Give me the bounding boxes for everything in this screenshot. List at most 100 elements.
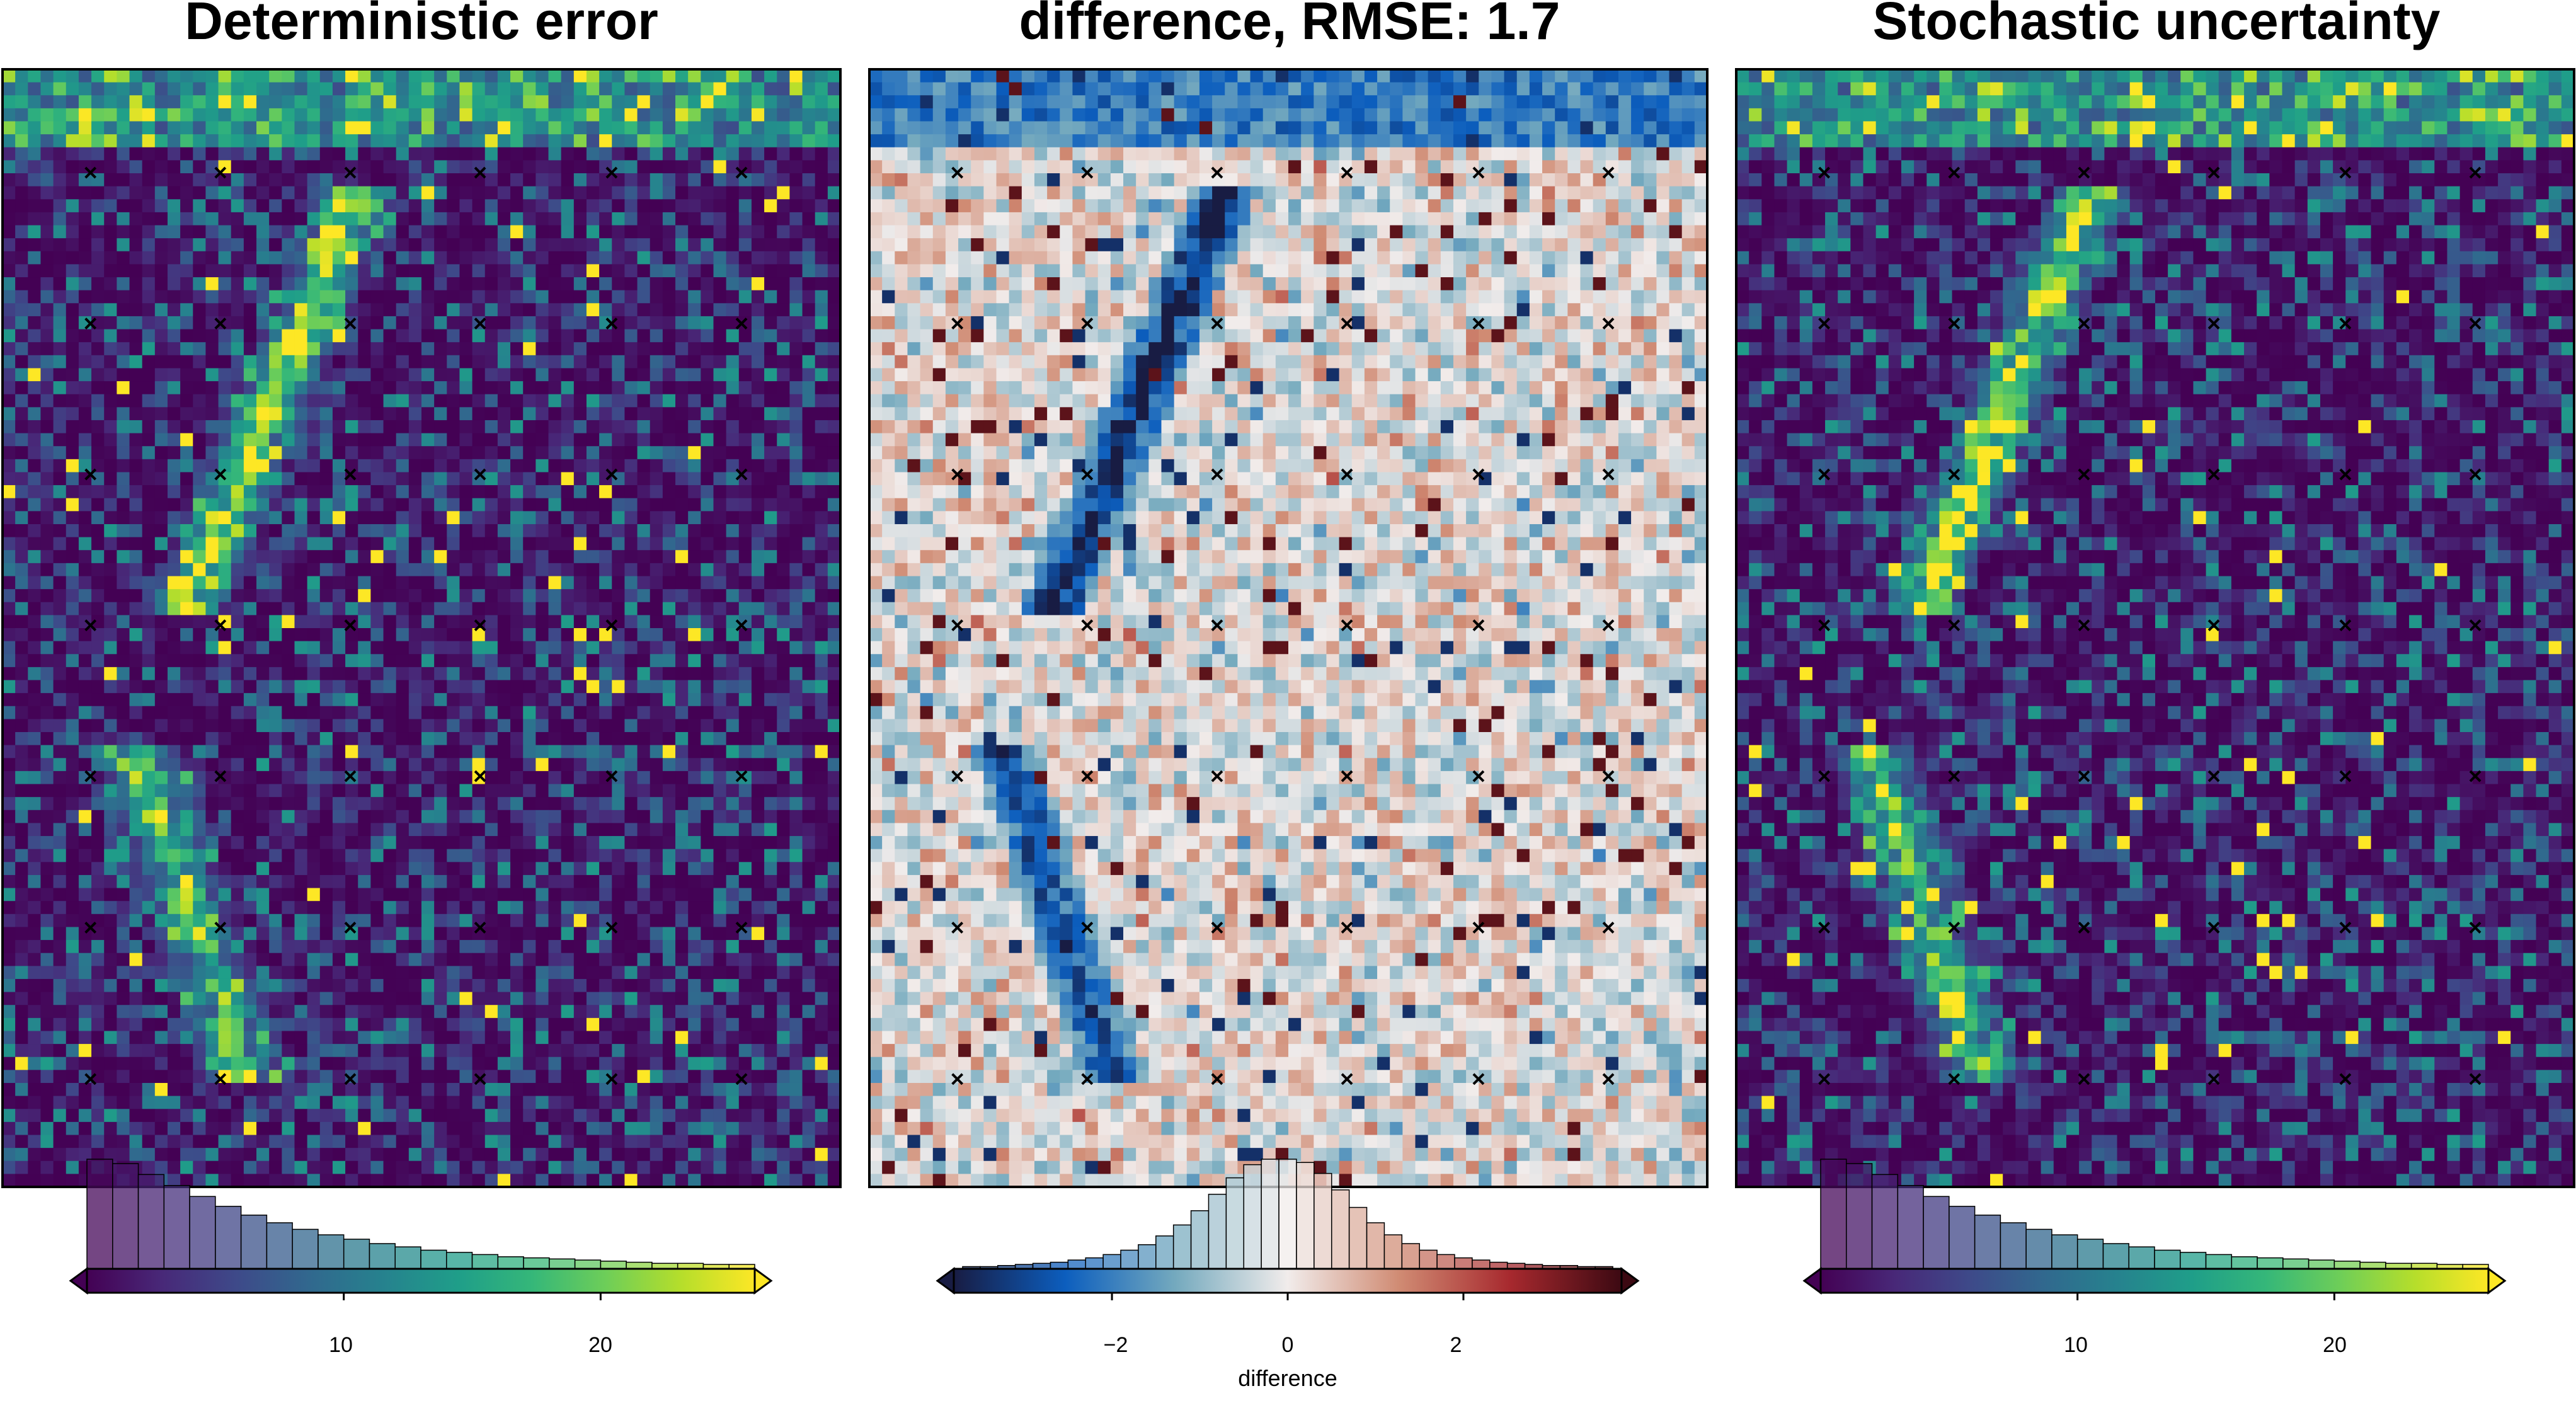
heatmap-cell: [307, 368, 321, 382]
heatmap-cell: [701, 589, 714, 603]
heatmap-cell: [408, 641, 422, 655]
heatmap-cell: [510, 134, 524, 148]
heatmap-cell: [408, 706, 422, 719]
heatmap-cell: [573, 874, 587, 889]
heatmap-cell: [764, 602, 777, 616]
heatmap-cell: [561, 160, 575, 174]
heatmap-cell: [78, 550, 92, 564]
heatmap-cell: [91, 277, 105, 291]
heatmap-cell: [459, 485, 473, 499]
heatmap-cell: [383, 706, 397, 719]
heatmap-cell: [535, 563, 549, 577]
heatmap-cell: [256, 810, 270, 824]
heatmap-cell: [319, 433, 333, 447]
heatmap-cell: [370, 706, 384, 719]
heatmap-cell: [447, 160, 461, 174]
heatmap-cell: [282, 433, 295, 447]
heatmap-cell: [561, 459, 575, 473]
heatmap-cell: [484, 836, 498, 850]
heatmap-cell: [650, 121, 663, 135]
heatmap-cell: [256, 732, 270, 746]
heatmap-cell: [370, 160, 384, 174]
heatmap-cell: [510, 121, 524, 135]
heatmap-cell: [332, 1017, 346, 1032]
heatmap-cell: [777, 978, 790, 993]
heatmap-cell: [662, 745, 676, 759]
heatmap-cell: [40, 368, 54, 382]
heatmap-cell: [815, 797, 828, 811]
heatmap-cell: [104, 160, 117, 174]
heatmap-cell: [713, 433, 727, 447]
heatmap-cell: [319, 706, 333, 719]
heatmap-cell: [53, 693, 67, 707]
heatmap-cell: [358, 745, 371, 759]
heatmap-cell: [586, 680, 600, 694]
heatmap-cell: [129, 913, 143, 928]
heatmap-cell: [675, 628, 689, 642]
heatmap-cell: [447, 407, 461, 421]
heatmap-cell: [688, 173, 701, 187]
heatmap-cell: [218, 901, 232, 915]
heatmap-cell: [815, 199, 828, 213]
heatmap-cell: [243, 719, 257, 733]
heatmap-cell: [66, 862, 79, 876]
heatmap-cell: [701, 485, 714, 499]
heatmap-cell: [154, 121, 168, 135]
heatmap-cell: [358, 874, 371, 889]
heatmap-cell: [332, 342, 346, 356]
heatmap-cell: [484, 342, 498, 356]
heatmap-cell: [650, 459, 663, 473]
heatmap-cell: [523, 628, 536, 642]
heatmap-cell: [345, 186, 358, 200]
heatmap-cell: [612, 238, 626, 252]
heatmap-cell: [167, 654, 181, 668]
heatmap-cell: [167, 836, 181, 850]
heatmap-cell: [447, 940, 461, 954]
heatmap-cell: [789, 978, 803, 993]
heatmap-cell: [269, 381, 282, 395]
heatmap-cell: [104, 576, 117, 590]
heatmap-cell: [231, 173, 244, 187]
heatmap-cell: [205, 901, 219, 915]
heatmap-cell: [573, 693, 587, 707]
heatmap-cell: [447, 472, 461, 486]
heatmap-cell: [573, 511, 587, 525]
heatmap-cell: [421, 874, 435, 889]
heatmap-cell: [535, 770, 549, 785]
heatmap-cell: [612, 342, 626, 356]
heatmap-cell: [510, 732, 524, 746]
heatmap-cell: [294, 862, 308, 876]
heatmap-cell: [675, 784, 689, 798]
heatmap-cell: [701, 407, 714, 421]
heatmap-cell: [243, 134, 257, 148]
heatmap-cell: [662, 290, 676, 304]
heatmap-cell: [548, 264, 562, 278]
heatmap-cell: [78, 134, 92, 148]
heatmap-cell: [624, 576, 638, 590]
heatmap-cell: [650, 927, 663, 941]
heatmap-cell: [751, 225, 765, 239]
heatmap-cell: [180, 1044, 193, 1058]
heatmap-cell: [548, 459, 562, 473]
heatmap-cell: [561, 251, 575, 265]
heatmap-cell: [269, 992, 282, 1005]
heatmap-cell: [789, 225, 803, 239]
heatmap-cell: [66, 641, 79, 655]
heatmap-cell: [28, 770, 42, 785]
heatmap-cell: [15, 927, 28, 941]
heatmap-cell: [218, 147, 232, 161]
heatmap-cell: [383, 770, 397, 785]
heatmap-cell: [484, 277, 498, 291]
heatmap-cell: [383, 810, 397, 824]
heatmap-cell: [269, 108, 282, 122]
heatmap-cell: [548, 355, 562, 369]
heatmap-cell: [713, 407, 727, 421]
heatmap-cell: [535, 874, 549, 889]
heatmap-cell: [28, 927, 42, 941]
heatmap-cell: [307, 654, 321, 668]
heatmap-cell: [294, 849, 308, 862]
heatmap-cell: [434, 537, 447, 551]
heatmap-cell: [459, 147, 473, 161]
heatmap-cell: [726, 1005, 740, 1019]
heatmap-cell: [713, 251, 727, 265]
